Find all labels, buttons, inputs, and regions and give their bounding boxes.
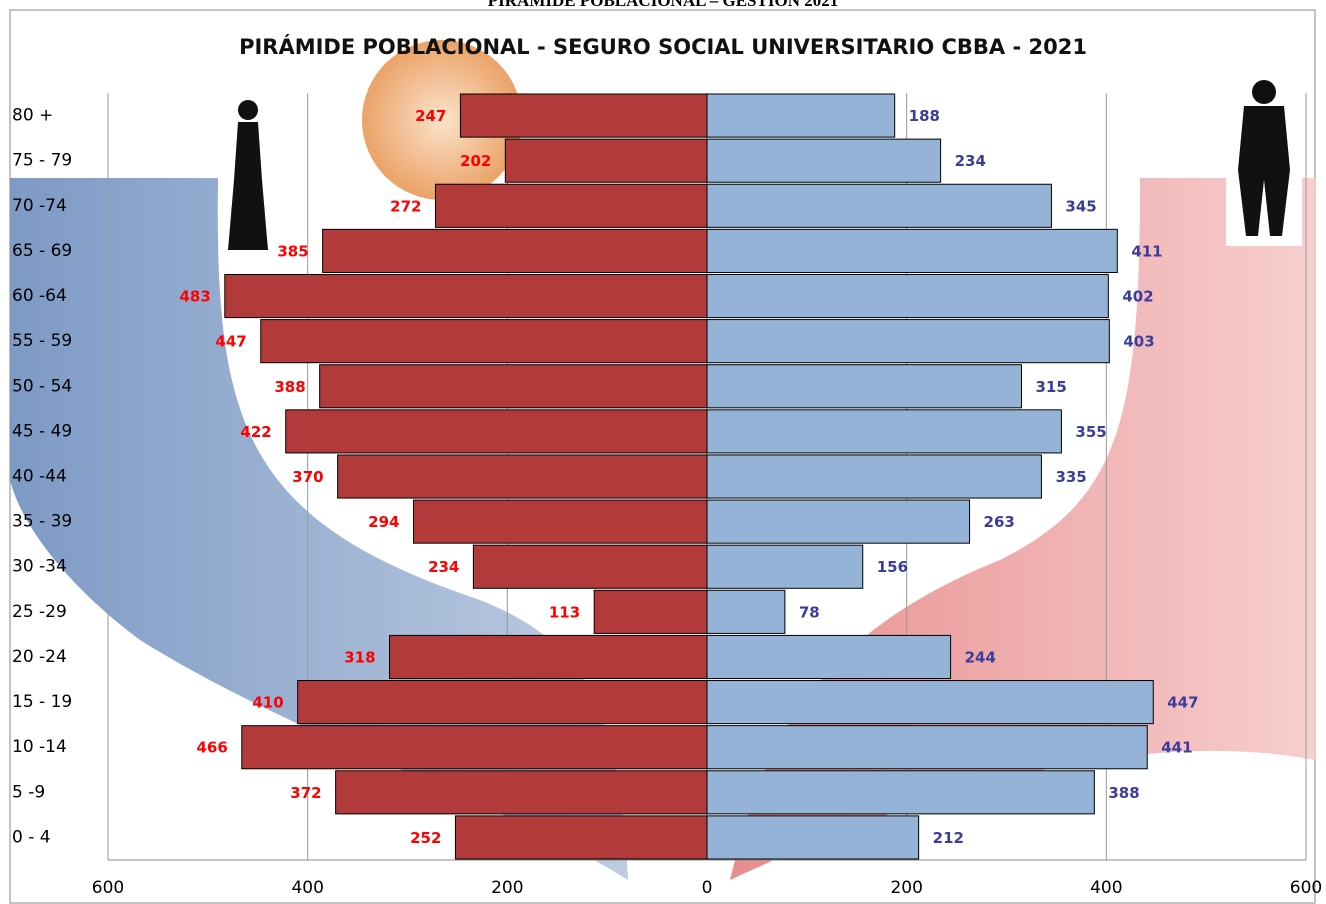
- bar: [706, 770, 1095, 815]
- value-label: 244: [965, 648, 996, 666]
- bar: [389, 634, 708, 680]
- y-tick-label: 0 - 4: [12, 827, 51, 847]
- y-tick-label: 55 - 59: [12, 331, 72, 351]
- y-tick-label: 50 - 54: [12, 376, 72, 396]
- y-tick-label: 10 -14: [12, 737, 67, 757]
- value-label: 402: [1122, 288, 1153, 306]
- bar: [224, 273, 708, 319]
- bar: [706, 364, 1022, 409]
- bar: [706, 544, 864, 589]
- bar: [706, 680, 1154, 725]
- male-silhouette: [1226, 72, 1302, 246]
- value-label: 263: [984, 513, 1015, 531]
- value-label: 410: [252, 694, 283, 712]
- bar: [260, 319, 708, 364]
- y-tick-label: 40 -44: [12, 467, 67, 487]
- x-tick-label: 200: [890, 878, 922, 898]
- value-label: 78: [799, 603, 820, 621]
- value-label: 234: [428, 558, 459, 576]
- y-tick-label: 45 - 49: [12, 421, 72, 441]
- value-label: 422: [240, 423, 271, 441]
- value-label: 385: [277, 242, 308, 260]
- bar: [297, 680, 708, 725]
- value-label: 234: [955, 152, 986, 170]
- bar: [593, 589, 708, 634]
- y-tick-label: 30 -34: [12, 557, 67, 577]
- y-tick-label: 15 - 19: [12, 692, 72, 712]
- value-label: 466: [196, 739, 227, 757]
- value-label: 188: [909, 107, 940, 125]
- bar: [706, 634, 952, 680]
- bar: [706, 815, 920, 860]
- value-label: 372: [290, 784, 321, 802]
- y-tick-label: 60 -64: [12, 286, 67, 306]
- y-tick-label: 25 -29: [12, 602, 67, 622]
- x-tick-label: 600: [1290, 878, 1322, 898]
- chart-title: PIRÁMIDE POBLACIONAL - SEGURO SOCIAL UNI…: [239, 34, 1087, 59]
- x-tick-label: 200: [491, 878, 523, 898]
- value-label: 388: [1108, 784, 1139, 802]
- y-tick-label: 75 - 79: [12, 151, 72, 171]
- value-label: 272: [390, 197, 421, 215]
- x-tick-label: 0: [702, 878, 713, 898]
- value-label: 335: [1055, 468, 1086, 486]
- bar: [706, 183, 1052, 228]
- value-label: 252: [410, 829, 441, 847]
- value-label: 113: [549, 603, 580, 621]
- bar: [434, 183, 708, 228]
- bar: [706, 499, 971, 544]
- value-label: 441: [1161, 739, 1192, 757]
- bar: [335, 770, 708, 815]
- x-tick-label: 400: [291, 878, 323, 898]
- value-label: 212: [933, 829, 964, 847]
- bar: [706, 454, 1042, 499]
- decor-circle: [362, 40, 522, 200]
- bar: [472, 544, 708, 589]
- bar: [459, 93, 708, 138]
- bar: [504, 138, 708, 183]
- bar: [319, 364, 708, 409]
- y-tick-label: 35 - 39: [12, 512, 72, 532]
- value-label: 156: [877, 558, 908, 576]
- value-label: 447: [215, 333, 246, 351]
- bar: [241, 725, 708, 770]
- value-label: 403: [1123, 333, 1154, 351]
- bar: [706, 93, 896, 138]
- bar: [706, 228, 1118, 273]
- bar: [706, 273, 1109, 319]
- value-label: 355: [1075, 423, 1106, 441]
- bar: [706, 138, 942, 183]
- bar: [337, 454, 708, 499]
- page-title: PIRÁMIDE POBLACIONAL – GESTIÓN 2021: [488, 0, 838, 10]
- y-tick-label: 80 +: [12, 106, 53, 126]
- value-label: 370: [292, 468, 323, 486]
- value-label: 202: [460, 152, 491, 170]
- bar: [706, 319, 1110, 364]
- y-tick-label: 5 -9: [12, 782, 45, 802]
- y-tick-label: 20 -24: [12, 647, 67, 667]
- value-label: 345: [1065, 197, 1096, 215]
- bar: [706, 409, 1062, 454]
- bar: [412, 499, 708, 544]
- value-label: 388: [274, 378, 305, 396]
- female-silhouette: [228, 100, 268, 250]
- bar: [285, 409, 708, 454]
- bar: [706, 589, 786, 634]
- value-label: 294: [368, 513, 399, 531]
- bar: [706, 725, 1148, 770]
- bar: [454, 815, 708, 860]
- value-label: 483: [179, 288, 210, 306]
- y-tick-label: 70 -74: [12, 196, 67, 216]
- value-label: 247: [415, 107, 446, 125]
- value-label: 411: [1131, 242, 1162, 260]
- y-tick-label: 65 - 69: [12, 241, 72, 261]
- value-label: 315: [1035, 378, 1066, 396]
- value-label: 447: [1167, 694, 1198, 712]
- x-tick-label: 600: [92, 878, 124, 898]
- x-tick-label: 400: [1090, 878, 1122, 898]
- bar: [322, 228, 708, 273]
- value-label: 318: [344, 648, 375, 666]
